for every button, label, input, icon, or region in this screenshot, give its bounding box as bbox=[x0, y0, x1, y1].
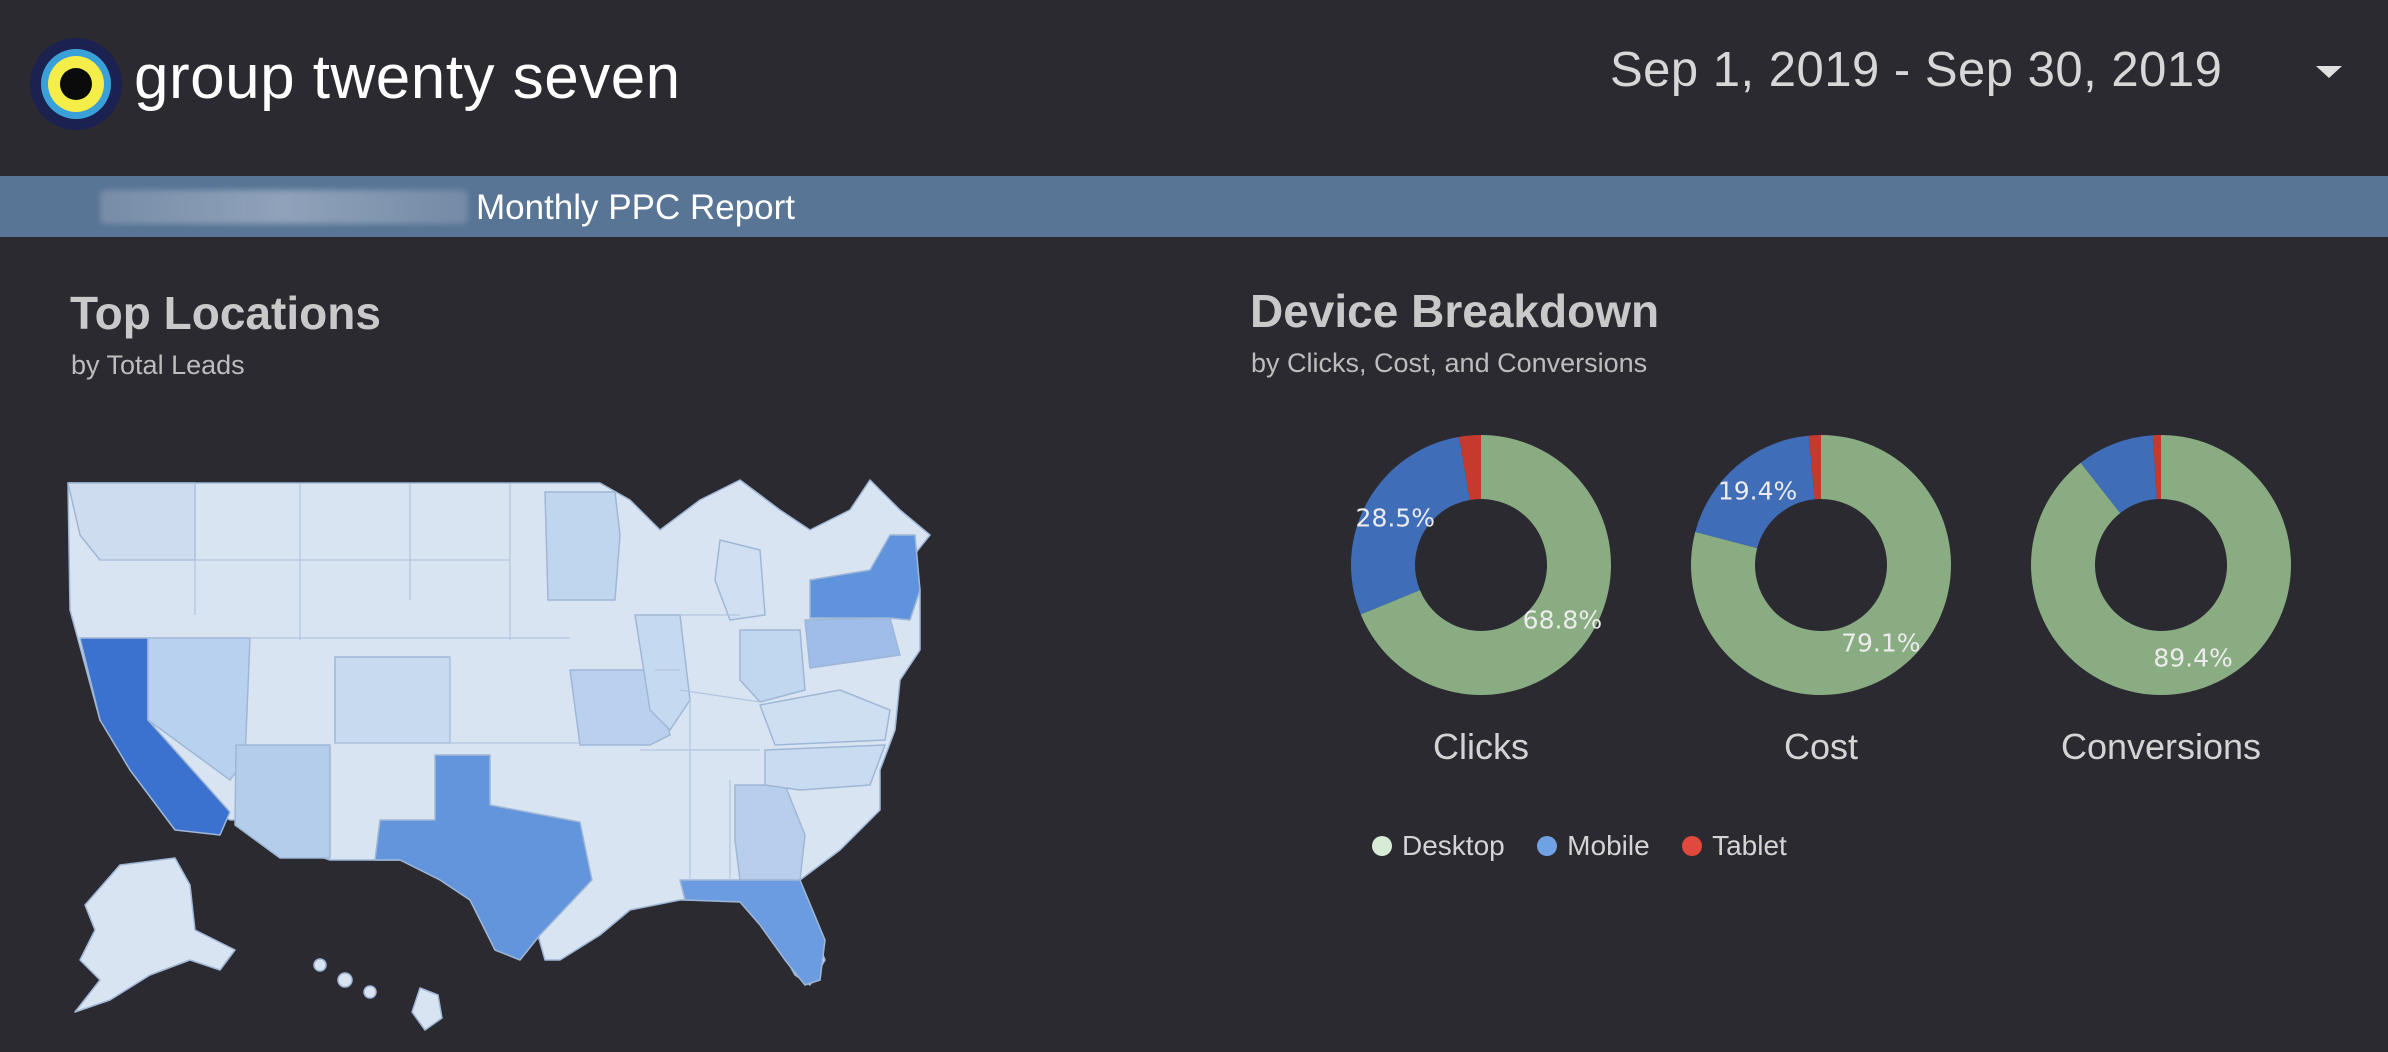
clicks-slice-mobile[interactable] bbox=[1351, 436, 1470, 615]
brand-logo-icon bbox=[30, 38, 122, 130]
report-title: Monthly PPC Report bbox=[476, 188, 796, 227]
legend-item-mobile[interactable]: Mobile bbox=[1537, 830, 1650, 862]
legend-desktop-label: Desktop bbox=[1402, 830, 1505, 861]
state-hawaii-1 bbox=[313, 958, 327, 972]
cost-chart-label: Cost bbox=[1783, 726, 1859, 767]
legend-mobile-label: Mobile bbox=[1567, 830, 1650, 861]
clicks-label-desktop: 68.8% bbox=[1523, 606, 1602, 635]
top-locations-title: Top Locations bbox=[70, 287, 381, 339]
report-banner: Monthly PPC Report bbox=[0, 176, 2388, 237]
legend-item-tablet[interactable]: Tablet bbox=[1682, 830, 1787, 862]
device-legend: Desktop Mobile Tablet bbox=[1372, 830, 1815, 870]
clicks-slice-desktop[interactable] bbox=[1360, 435, 1611, 695]
state-virginia bbox=[759, 689, 891, 746]
state-michigan bbox=[714, 539, 766, 621]
state-missouri bbox=[569, 669, 671, 746]
cost-donut-chart: 79.1% 19.4% bbox=[1691, 435, 1951, 695]
state-hawaii-3 bbox=[363, 985, 377, 999]
cost-slice-desktop[interactable] bbox=[1691, 435, 1951, 695]
state-new-york bbox=[809, 534, 921, 621]
date-range-value[interactable]: Sep 1, 2019 - Sep 30, 2019 bbox=[1610, 43, 2223, 97]
conversions-slice-tablet[interactable] bbox=[2152, 435, 2161, 500]
conversions-chart-label: Conversions bbox=[2060, 726, 2262, 767]
state-illinois bbox=[634, 614, 691, 731]
device-breakdown-subtitle: by Clicks, Cost, and Conversions bbox=[1251, 348, 1648, 378]
cost-slice-mobile[interactable] bbox=[1695, 435, 1815, 549]
us-leads-map bbox=[67, 479, 931, 1031]
state-north-carolina bbox=[764, 744, 886, 791]
conversions-label-desktop: 89.4% bbox=[2153, 644, 2232, 673]
state-hawaii-4 bbox=[411, 987, 443, 1031]
clicks-chart-label: Clicks bbox=[1433, 726, 1529, 767]
state-texas bbox=[374, 754, 593, 961]
conversions-donut-chart: 89.4% bbox=[2031, 435, 2291, 695]
top-locations-subtitle: by Total Leads bbox=[71, 350, 245, 380]
state-florida bbox=[679, 879, 826, 986]
state-ohio bbox=[739, 629, 806, 703]
cost-slice-tablet[interactable] bbox=[1808, 435, 1821, 500]
brand-name: group twenty seven bbox=[134, 43, 681, 112]
legend-tablet-label: Tablet bbox=[1712, 830, 1787, 861]
clicks-label-mobile: 28.5% bbox=[1356, 504, 1435, 533]
legend-item-desktop[interactable]: Desktop bbox=[1372, 830, 1505, 862]
cost-label-desktop: 79.1% bbox=[1841, 629, 1920, 658]
clicks-donut-chart: 68.8% 28.5% bbox=[1351, 435, 1611, 695]
legend-tablet-swatch bbox=[1682, 835, 1703, 856]
cost-label-mobile: 19.4% bbox=[1718, 476, 1797, 505]
state-minnesota bbox=[544, 491, 621, 601]
report-header: group twenty seven Sep 1, 2019 - Sep 30,… bbox=[0, 0, 2388, 176]
legend-desktop-swatch bbox=[1372, 835, 1392, 856]
date-range-dropdown[interactable] bbox=[2300, 52, 2360, 92]
redacted-client-name bbox=[100, 190, 468, 224]
legend-mobile-swatch bbox=[1537, 835, 1558, 856]
state-hawaii-2 bbox=[337, 972, 353, 988]
state-colorado bbox=[334, 656, 451, 744]
chevron-down-icon bbox=[2316, 66, 2342, 78]
state-arizona bbox=[234, 744, 331, 859]
device-breakdown-title: Device Breakdown bbox=[1250, 285, 1660, 337]
conversions-slice-mobile[interactable] bbox=[2080, 435, 2157, 514]
conversions-slice-desktop[interactable] bbox=[2031, 435, 2291, 695]
state-alaska bbox=[74, 857, 236, 1013]
clicks-slice-tablet[interactable] bbox=[1459, 435, 1481, 500]
